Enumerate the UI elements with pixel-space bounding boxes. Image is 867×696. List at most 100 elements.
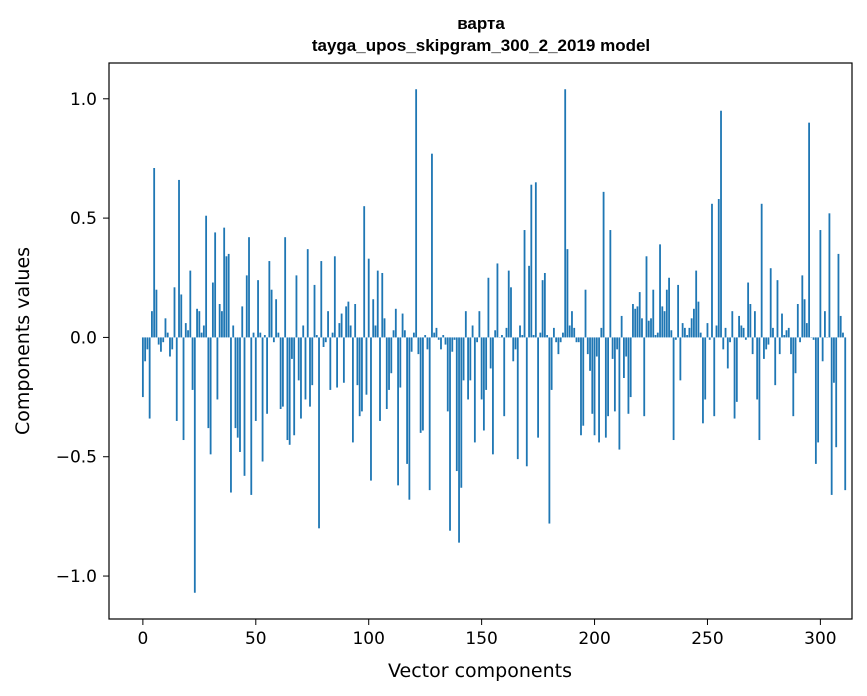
bar-178 — [543, 272, 546, 338]
bar-174 — [534, 182, 537, 338]
bar-242 — [688, 327, 691, 338]
chart-subtitle: tayga_upos_skipgram_300_2_2019 model — [312, 36, 650, 55]
chart-title: варта — [457, 14, 505, 33]
bar-232 — [665, 289, 668, 338]
bar-251 — [708, 337, 711, 340]
bar-7 — [157, 337, 160, 345]
bar-170 — [525, 337, 528, 467]
bar-292 — [801, 275, 804, 338]
bar-104 — [376, 270, 379, 338]
bar-10 — [164, 318, 167, 338]
bar-56 — [268, 261, 271, 338]
bar-43 — [239, 337, 241, 452]
bar-151 — [482, 337, 485, 431]
bar-300 — [819, 230, 822, 338]
bar-124 — [422, 337, 424, 431]
bar-146 — [471, 325, 474, 338]
bar-257 — [722, 337, 725, 350]
bar-186 — [562, 332, 564, 338]
bar-290 — [796, 304, 799, 338]
bar-285 — [785, 330, 788, 338]
bar-291 — [799, 337, 801, 343]
bar-45 — [243, 337, 246, 476]
bar-73 — [306, 249, 309, 338]
bar-41 — [234, 337, 237, 429]
bar-271 — [753, 311, 756, 338]
bar-220 — [638, 292, 641, 338]
bar-106 — [381, 272, 384, 338]
bar-0 — [141, 337, 144, 398]
x-tick-label: 300 — [804, 629, 836, 649]
bar-249 — [704, 337, 707, 400]
bar-247 — [699, 332, 702, 338]
bar-150 — [480, 337, 483, 400]
bar-137 — [451, 337, 454, 352]
ticks-group: 0 50 100 150 200 250 300 −1.0 −0.5 0.0 0.5 1.0 — [56, 90, 837, 649]
bar-197 — [586, 337, 589, 355]
bar-221 — [641, 318, 643, 338]
bar-189 — [568, 325, 571, 338]
bar-187 — [564, 89, 567, 338]
bar-153 — [487, 277, 490, 338]
bar-185 — [559, 337, 562, 343]
bar-161 — [505, 327, 508, 338]
bar-169 — [523, 230, 526, 338]
bar-20 — [187, 330, 189, 338]
bar-237 — [677, 284, 680, 338]
bar-93 — [352, 337, 354, 443]
bar-238 — [679, 337, 682, 381]
bar-135 — [446, 337, 449, 412]
bar-181 — [550, 337, 553, 390]
x-tick-label: 150 — [465, 629, 497, 649]
bar-184 — [557, 337, 560, 355]
bar-95 — [356, 337, 359, 386]
bar-307 — [835, 337, 838, 448]
bar-172 — [530, 184, 533, 338]
bar-81 — [324, 337, 327, 343]
bar-122 — [417, 337, 420, 355]
bar-111 — [392, 330, 395, 338]
bar-44 — [241, 306, 244, 338]
bar-301 — [821, 337, 824, 362]
bar-36 — [223, 227, 226, 338]
bar-156 — [494, 330, 497, 338]
bar-24 — [196, 308, 198, 338]
bar-241 — [686, 335, 689, 338]
bar-72 — [304, 337, 307, 400]
bar-129 — [433, 332, 436, 338]
bar-25 — [198, 311, 201, 338]
bar-207 — [609, 230, 612, 338]
bar-85 — [333, 256, 336, 338]
bar-182 — [552, 327, 555, 338]
y-axis-label: Components values — [12, 247, 34, 435]
bar-157 — [496, 263, 499, 338]
bar-282 — [778, 337, 781, 355]
bar-234 — [670, 330, 673, 338]
bar-239 — [681, 323, 684, 338]
bar-162 — [507, 270, 510, 338]
bar-165 — [514, 337, 517, 350]
bar-160 — [503, 337, 506, 417]
bar-101 — [370, 337, 372, 481]
bar-50 — [254, 337, 257, 421]
bar-176 — [539, 332, 542, 338]
bar-208 — [611, 337, 614, 359]
bar-225 — [650, 318, 652, 338]
bar-4 — [151, 311, 153, 338]
bar-297 — [812, 337, 815, 340]
bar-21 — [189, 270, 192, 338]
bar-154 — [489, 337, 492, 369]
bar-26 — [200, 332, 203, 338]
bar-243 — [690, 318, 693, 338]
bar-199 — [591, 337, 594, 414]
bar-266 — [742, 327, 745, 338]
bar-258 — [724, 327, 727, 338]
bar-5 — [153, 168, 156, 338]
bar-259 — [726, 337, 729, 369]
bar-110 — [390, 337, 393, 374]
bar-191 — [573, 327, 576, 338]
bar-6 — [155, 289, 158, 338]
bar-37 — [225, 256, 228, 338]
bar-77 — [315, 335, 318, 338]
bar-29 — [207, 337, 210, 429]
